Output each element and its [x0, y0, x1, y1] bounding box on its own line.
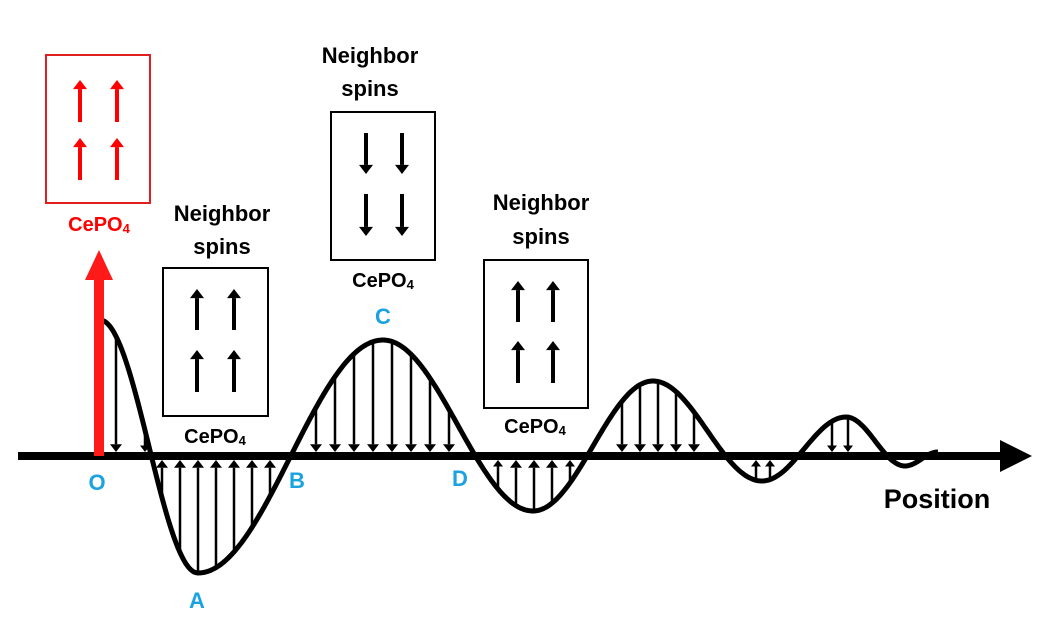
up-arrow-icon — [511, 341, 525, 383]
neighbor-left-title-line1: Neighbor — [174, 201, 271, 226]
source-material-label: CePO4 — [68, 214, 130, 236]
down-arrow-icon — [110, 336, 122, 452]
neighbor-right-title-line2: spins — [512, 224, 569, 249]
up-arrow-icon — [227, 350, 241, 392]
up-arrow-icon — [190, 289, 204, 330]
down-arrow-icon — [359, 133, 373, 174]
down-arrow-icon — [395, 133, 409, 174]
up-arrow-icon — [510, 460, 522, 506]
neighbor-right-material-label: CePO4 — [504, 416, 566, 438]
down-arrow-icon — [827, 421, 837, 452]
up-arrow-icon — [210, 460, 222, 568]
up-arrow-icon — [246, 460, 258, 528]
down-arrow-icon — [424, 378, 436, 452]
up-arrow-icon — [546, 460, 558, 504]
point-label-d: D — [452, 466, 468, 491]
down-arrow-icon — [670, 391, 682, 452]
source-spin-arrows — [73, 80, 124, 180]
point-label-o: O — [88, 470, 105, 495]
point-label-b: B — [289, 468, 305, 493]
oscillation-arrows — [110, 336, 853, 573]
neighbor-center-title-line1: Neighbor — [322, 43, 419, 68]
neighbor-right-title-line1: Neighbor — [493, 190, 590, 215]
down-arrow-icon — [395, 194, 409, 236]
neighbor-left-title-line2: spins — [193, 234, 250, 259]
up-arrow-icon — [190, 350, 204, 392]
up-arrow-icon — [73, 80, 87, 122]
down-arrow-icon — [688, 412, 700, 452]
up-arrow-icon — [546, 281, 560, 322]
down-arrow-icon — [634, 384, 646, 452]
neighbor-center-group: Neighbor spins CePO4 — [322, 43, 436, 292]
up-arrow-icon — [73, 138, 87, 180]
up-arrow-icon — [546, 341, 560, 383]
down-arrow-icon — [329, 376, 341, 452]
point-label-a: A — [189, 588, 205, 613]
neighbor-right-spin-arrows — [511, 281, 560, 383]
up-arrow-icon — [528, 460, 540, 511]
neighbor-right-box — [483, 259, 589, 409]
neighbor-center-material-label: CePO4 — [352, 270, 414, 292]
neighbor-center-title-line2: spins — [341, 76, 398, 101]
down-arrow-icon — [616, 401, 628, 452]
neighbor-center-spin-arrows — [359, 133, 409, 236]
up-arrow-icon — [110, 80, 124, 122]
up-arrow-icon — [511, 281, 525, 322]
axis-label-position: Position — [884, 484, 991, 514]
down-arrow-icon — [348, 353, 360, 452]
source-spin-box — [45, 54, 151, 204]
down-arrow-icon — [843, 417, 853, 452]
up-arrow-icon — [228, 460, 240, 552]
position-axis — [18, 440, 1032, 472]
up-arrow-icon — [227, 289, 241, 330]
down-arrow-icon — [310, 407, 322, 452]
up-arrow-icon — [174, 460, 186, 553]
up-arrow-icon — [192, 460, 204, 573]
down-arrow-icon — [359, 194, 373, 236]
neighbor-right-group: Neighbor spins CePO4 — [483, 190, 590, 438]
down-arrow-icon — [652, 381, 664, 452]
neighbor-left-spin-arrows — [190, 289, 241, 392]
neighbor-center-box — [330, 111, 436, 261]
neighbor-left-group: Neighbor spins CePO4 — [162, 201, 271, 448]
up-arrow-icon — [110, 138, 124, 180]
source-spin-arrow-icon — [85, 250, 113, 456]
point-label-c: C — [375, 304, 391, 329]
down-arrow-icon — [386, 341, 398, 452]
neighbor-left-box — [162, 267, 269, 417]
neighbor-left-material-label: CePO4 — [184, 426, 246, 448]
down-arrow-icon — [443, 409, 455, 452]
down-arrow-icon — [367, 341, 379, 452]
down-arrow-icon — [405, 354, 417, 452]
